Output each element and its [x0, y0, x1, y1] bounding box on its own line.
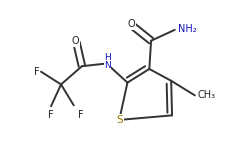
Text: F: F: [34, 67, 39, 77]
Text: F: F: [48, 110, 54, 120]
Text: H
N: H N: [104, 53, 111, 70]
Text: S: S: [116, 115, 122, 125]
Text: O: O: [72, 36, 79, 46]
Text: F: F: [78, 110, 84, 120]
Text: NH₂: NH₂: [178, 24, 196, 34]
Text: CH₃: CH₃: [198, 90, 216, 100]
Text: O: O: [127, 19, 135, 29]
